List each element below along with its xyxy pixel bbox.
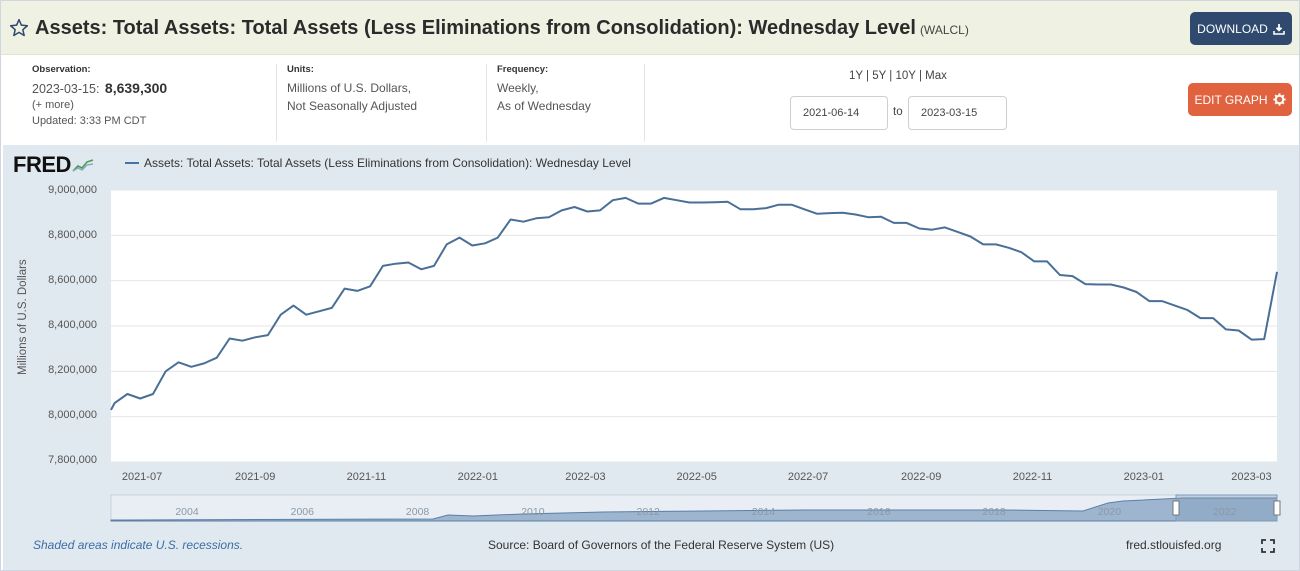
y-tick-label: 8,600,000 bbox=[48, 274, 97, 286]
y-tick-label: 8,800,000 bbox=[48, 229, 97, 241]
navigator-tick-label: 2006 bbox=[290, 506, 314, 518]
download-icon bbox=[1273, 23, 1285, 35]
y-tick-label: 7,800,000 bbox=[48, 454, 97, 466]
range-5y-link[interactable]: 5Y bbox=[872, 70, 887, 82]
series-title: Assets: Total Assets: Total Assets (Less… bbox=[35, 17, 916, 39]
updated-time: Updated: 3:33 PM CDT bbox=[32, 115, 147, 127]
frequency-value-line2: As of Wednesday bbox=[497, 99, 591, 113]
range-max-link[interactable]: Max bbox=[925, 70, 947, 82]
recession-note[interactable]: Shaded areas indicate U.S. recessions. bbox=[33, 538, 244, 552]
y-tick-label: 8,200,000 bbox=[48, 364, 97, 376]
observation-date: 2023-03-15: bbox=[32, 82, 100, 96]
series-group bbox=[110, 196, 1278, 411]
y-tick-label: 8,000,000 bbox=[48, 409, 97, 421]
navigator-handle-right[interactable] bbox=[1273, 500, 1281, 516]
navigator-tick-label: 2020 bbox=[1097, 506, 1122, 518]
navigator-tick-label: 2008 bbox=[405, 506, 430, 518]
navigator-handle-left[interactable] bbox=[1172, 500, 1180, 516]
grid-lines bbox=[111, 189, 1277, 463]
observation-panel: Observation: 2023-03-15: 8,639,300 (+ mo… bbox=[32, 64, 167, 142]
legend-label: Assets: Total Assets: Total Assets (Less… bbox=[144, 156, 631, 170]
series-id: (WALCL) bbox=[919, 23, 969, 37]
x-tick-label: 2022-07 bbox=[787, 471, 829, 483]
fred-url-link[interactable]: fred.stlouisfed.org bbox=[1126, 538, 1222, 552]
edit-graph-label: EDIT GRAPH bbox=[1194, 92, 1268, 107]
observation-value: 8,639,300 bbox=[104, 80, 168, 96]
end-date-input[interactable]: 2023-03-15 bbox=[908, 96, 1007, 130]
x-tick-label: 2022-09 bbox=[900, 471, 942, 483]
series-line[interactable] bbox=[110, 196, 1278, 411]
navigator-tick-label: 2016 bbox=[867, 506, 891, 518]
start-date-input[interactable]: 2021-06-14 bbox=[790, 96, 888, 130]
x-tick-label: 2022-03 bbox=[565, 471, 606, 483]
observation-label: Observation: bbox=[32, 64, 91, 75]
x-tick-label: 2021-11 bbox=[346, 471, 387, 483]
navigator-tick-label: 2010 bbox=[521, 506, 545, 518]
download-label: DOWNLOAD bbox=[1197, 21, 1268, 36]
chart-svg bbox=[110, 189, 1281, 522]
to-label: to bbox=[893, 106, 903, 118]
page-title: Assets: Total Assets: Total Assets (Less… bbox=[35, 17, 969, 40]
navigator-tick-label: 2014 bbox=[751, 506, 776, 518]
navigator-selection[interactable] bbox=[1175, 494, 1278, 522]
divider bbox=[644, 64, 645, 142]
x-tick-label: 2023-01 bbox=[1123, 471, 1164, 483]
frequency-value-line1: Weekly, bbox=[497, 81, 539, 95]
edit-graph-button[interactable]: EDIT GRAPH bbox=[1188, 83, 1292, 116]
x-tick-label: 2021-09 bbox=[234, 471, 276, 483]
chart-icon bbox=[72, 159, 94, 172]
divider bbox=[486, 64, 487, 142]
source-note: Source: Board of Governors of the Federa… bbox=[488, 538, 835, 552]
fred-logo-text: FRED bbox=[13, 152, 71, 177]
units-value-line2: Not Seasonally Adjusted bbox=[287, 99, 418, 113]
download-button[interactable]: DOWNLOAD bbox=[1190, 12, 1292, 45]
navigator-tick-label: 2018 bbox=[982, 506, 1006, 518]
range-1y-link[interactable]: 1Y bbox=[849, 70, 863, 82]
y-tick-label: 8,400,000 bbox=[48, 319, 97, 331]
chart-legend: Assets: Total Assets: Total Assets (Less… bbox=[125, 156, 631, 170]
frequency-label: Frequency: bbox=[497, 64, 549, 75]
frequency-panel: Frequency: Weekly, As of Wednesday bbox=[497, 64, 591, 142]
x-tick-label: 2023-03 bbox=[1231, 471, 1272, 483]
y-tick-label: 9,000,000 bbox=[48, 184, 97, 196]
fred-logo: FRED bbox=[13, 152, 94, 178]
units-label: Units: bbox=[287, 64, 314, 75]
legend-swatch bbox=[125, 162, 139, 164]
navigator-tick-label: 2004 bbox=[175, 506, 199, 518]
range-10y-link[interactable]: 10Y bbox=[895, 70, 916, 82]
divider bbox=[276, 64, 277, 142]
gear-icon bbox=[1272, 93, 1286, 106]
navigator-tick-label: 2012 bbox=[636, 506, 660, 518]
x-tick-label: 2021-07 bbox=[121, 471, 163, 483]
observation-line: 2023-03-15: 8,639,300 bbox=[32, 80, 167, 96]
x-tick-label: 2022-11 bbox=[1012, 471, 1053, 483]
range-links: 1Y | 5Y | 10Y | Max bbox=[849, 70, 947, 82]
fullscreen-icon[interactable] bbox=[1261, 539, 1275, 553]
star-icon[interactable] bbox=[9, 18, 29, 38]
x-tick-label: 2022-01 bbox=[457, 471, 498, 483]
chart-panel: FRED Assets: Total Assets: Total Assets … bbox=[3, 145, 1299, 570]
units-panel: Units: Millions of U.S. Dollars, Not Sea… bbox=[287, 64, 417, 142]
more-observations-link[interactable]: (+ more) bbox=[32, 99, 74, 111]
title-bar: Assets: Total Assets: Total Assets (Less… bbox=[1, 1, 1299, 55]
units-value-line1: Millions of U.S. Dollars, bbox=[287, 81, 412, 95]
navigator-tick-label: 2022 bbox=[1213, 506, 1237, 518]
x-tick-label: 2022-05 bbox=[676, 471, 717, 483]
